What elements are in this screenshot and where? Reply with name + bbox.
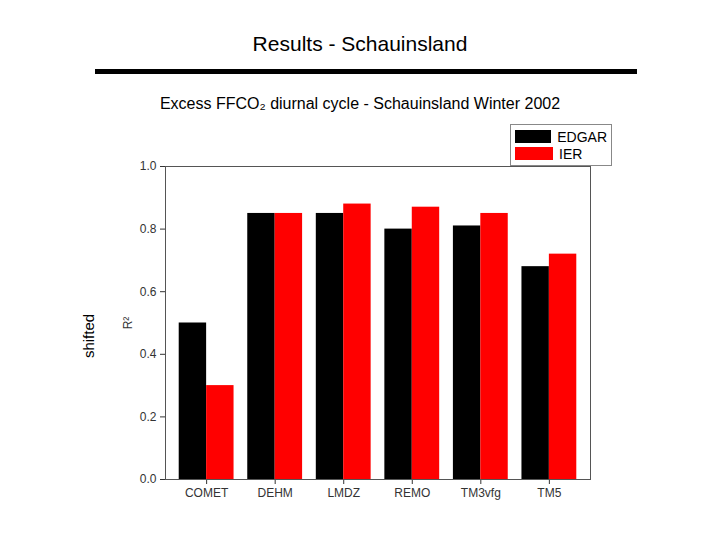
svg-text:TM5: TM5 [537, 486, 561, 500]
svg-text:LMDZ: LMDZ [327, 486, 360, 500]
svg-text:COMET: COMET [185, 486, 229, 500]
html-text:shifted: shifted [79, 313, 97, 359]
svg-text:0.0: 0.0 [140, 472, 157, 486]
svg-text:R²: R² [121, 317, 135, 330]
svg-text:0.4: 0.4 [140, 347, 157, 361]
svg-text:0.2: 0.2 [140, 410, 157, 424]
svg-text:TM3vfg: TM3vfg [461, 486, 501, 500]
svg-text:1.0: 1.0 [140, 159, 157, 173]
html-text:EDGAR: EDGAR [557, 128, 607, 145]
html-text:Excess FFCO₂ diurnal cycle - S: Excess FFCO₂ diurnal cycle - Schauinslan… [159, 95, 561, 112]
html-text:Results - Schauinsland: Results - Schauinsland [252, 32, 468, 55]
html-text:IER: IER [559, 145, 583, 162]
svg-text:REMO: REMO [394, 486, 430, 500]
svg-text:0.8: 0.8 [140, 222, 157, 236]
svg-text:DEHM: DEHM [258, 486, 293, 500]
svg-text:0.6: 0.6 [140, 285, 157, 299]
